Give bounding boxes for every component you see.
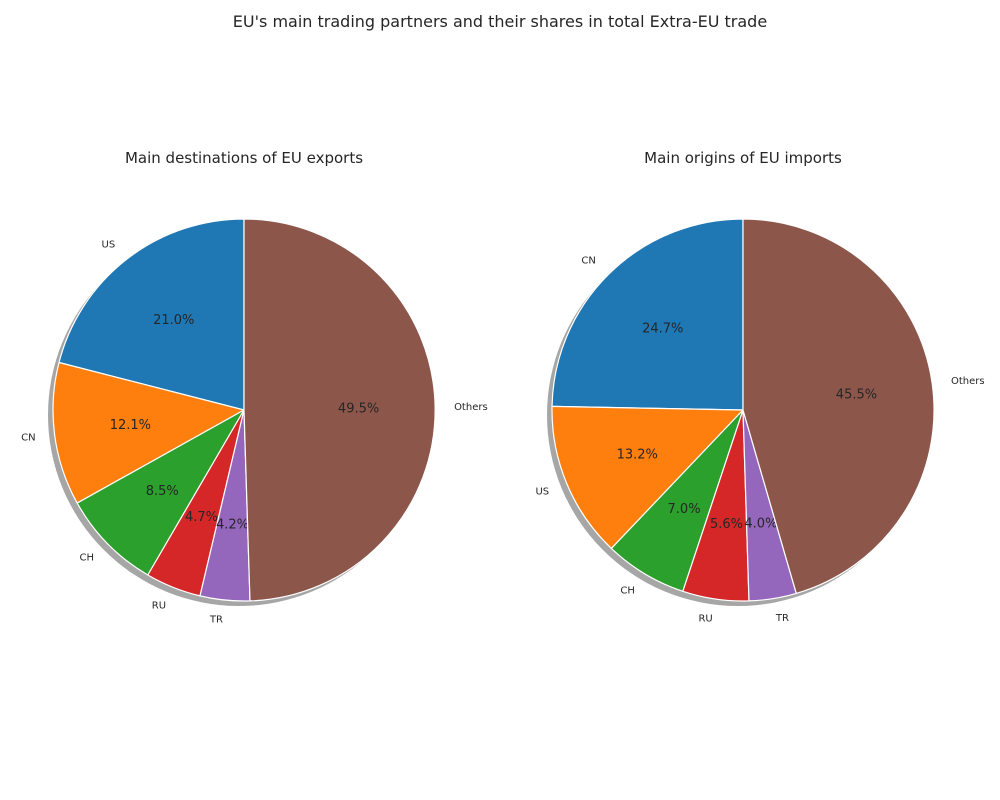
pie-chart-exports: Main destinations of EU exports 21.0% US 1… (21, 149, 488, 626)
imports-slice-label-ch: CH (620, 586, 635, 597)
exports-slice-others (243, 218, 436, 602)
imports-slice-us (551, 405, 744, 550)
exports-slice-label-ru: RU (152, 601, 166, 612)
exports-slice-cn (52, 361, 245, 504)
exports-slice-value-us: 21.0% (153, 313, 194, 328)
imports-pie: 24.7% CN 13.2% US 7.0% CH 5.6% RU 4.0% TR 45.5% Oth… (535, 218, 985, 624)
imports-slice-value-others: 45.5% (836, 387, 877, 402)
exports-slice-label-tr: TR (209, 615, 223, 626)
exports-slice-label-cn: CN (21, 432, 35, 443)
imports-slice-value-us: 13.2% (617, 448, 658, 463)
imports-slice-label-others: Others (951, 376, 985, 387)
imports-slice-value-ru: 5.6% (710, 517, 743, 532)
exports-slice-ch (76, 409, 245, 576)
exports-slice-label-us: US (102, 239, 116, 250)
exports-slice-value-ch: 8.5% (146, 484, 179, 499)
exports-slice-us (58, 218, 245, 411)
exports-slice-value-tr: 4.2% (216, 518, 249, 533)
imports-slice-others (742, 218, 935, 595)
imports-slice-value-tr: 4.0% (744, 517, 777, 532)
imports-slice-cn (551, 218, 744, 411)
imports-slice-label-ru: RU (698, 613, 712, 624)
exports-slice-label-others: Others (454, 402, 488, 413)
exports-slice-value-cn: 12.1% (110, 418, 151, 433)
imports-slice-value-cn: 24.7% (642, 322, 683, 337)
imports-slice-value-ch: 7.0% (668, 502, 701, 517)
pie-chart-imports: Main origins of EU imports 24.7% CN 13.2% U… (535, 149, 984, 624)
imports-chart-title: Main origins of EU imports (644, 149, 842, 167)
imports-slice-label-tr: TR (775, 613, 789, 624)
exports-chart-title: Main destinations of EU exports (125, 149, 363, 167)
exports-pie: 21.0% US 12.1% CN 8.5% CH 4.7% RU 4.2% TR 49.5% Oth… (21, 218, 488, 626)
imports-slice-label-cn: CN (581, 256, 595, 267)
exports-slice-value-others: 49.5% (338, 402, 379, 417)
exports-slice-label-ch: CH (80, 553, 95, 564)
figure-title: EU's main trading partners and their sha… (233, 12, 767, 31)
imports-slice-label-us: US (535, 487, 549, 498)
exports-slice-value-ru: 4.7% (185, 510, 218, 525)
